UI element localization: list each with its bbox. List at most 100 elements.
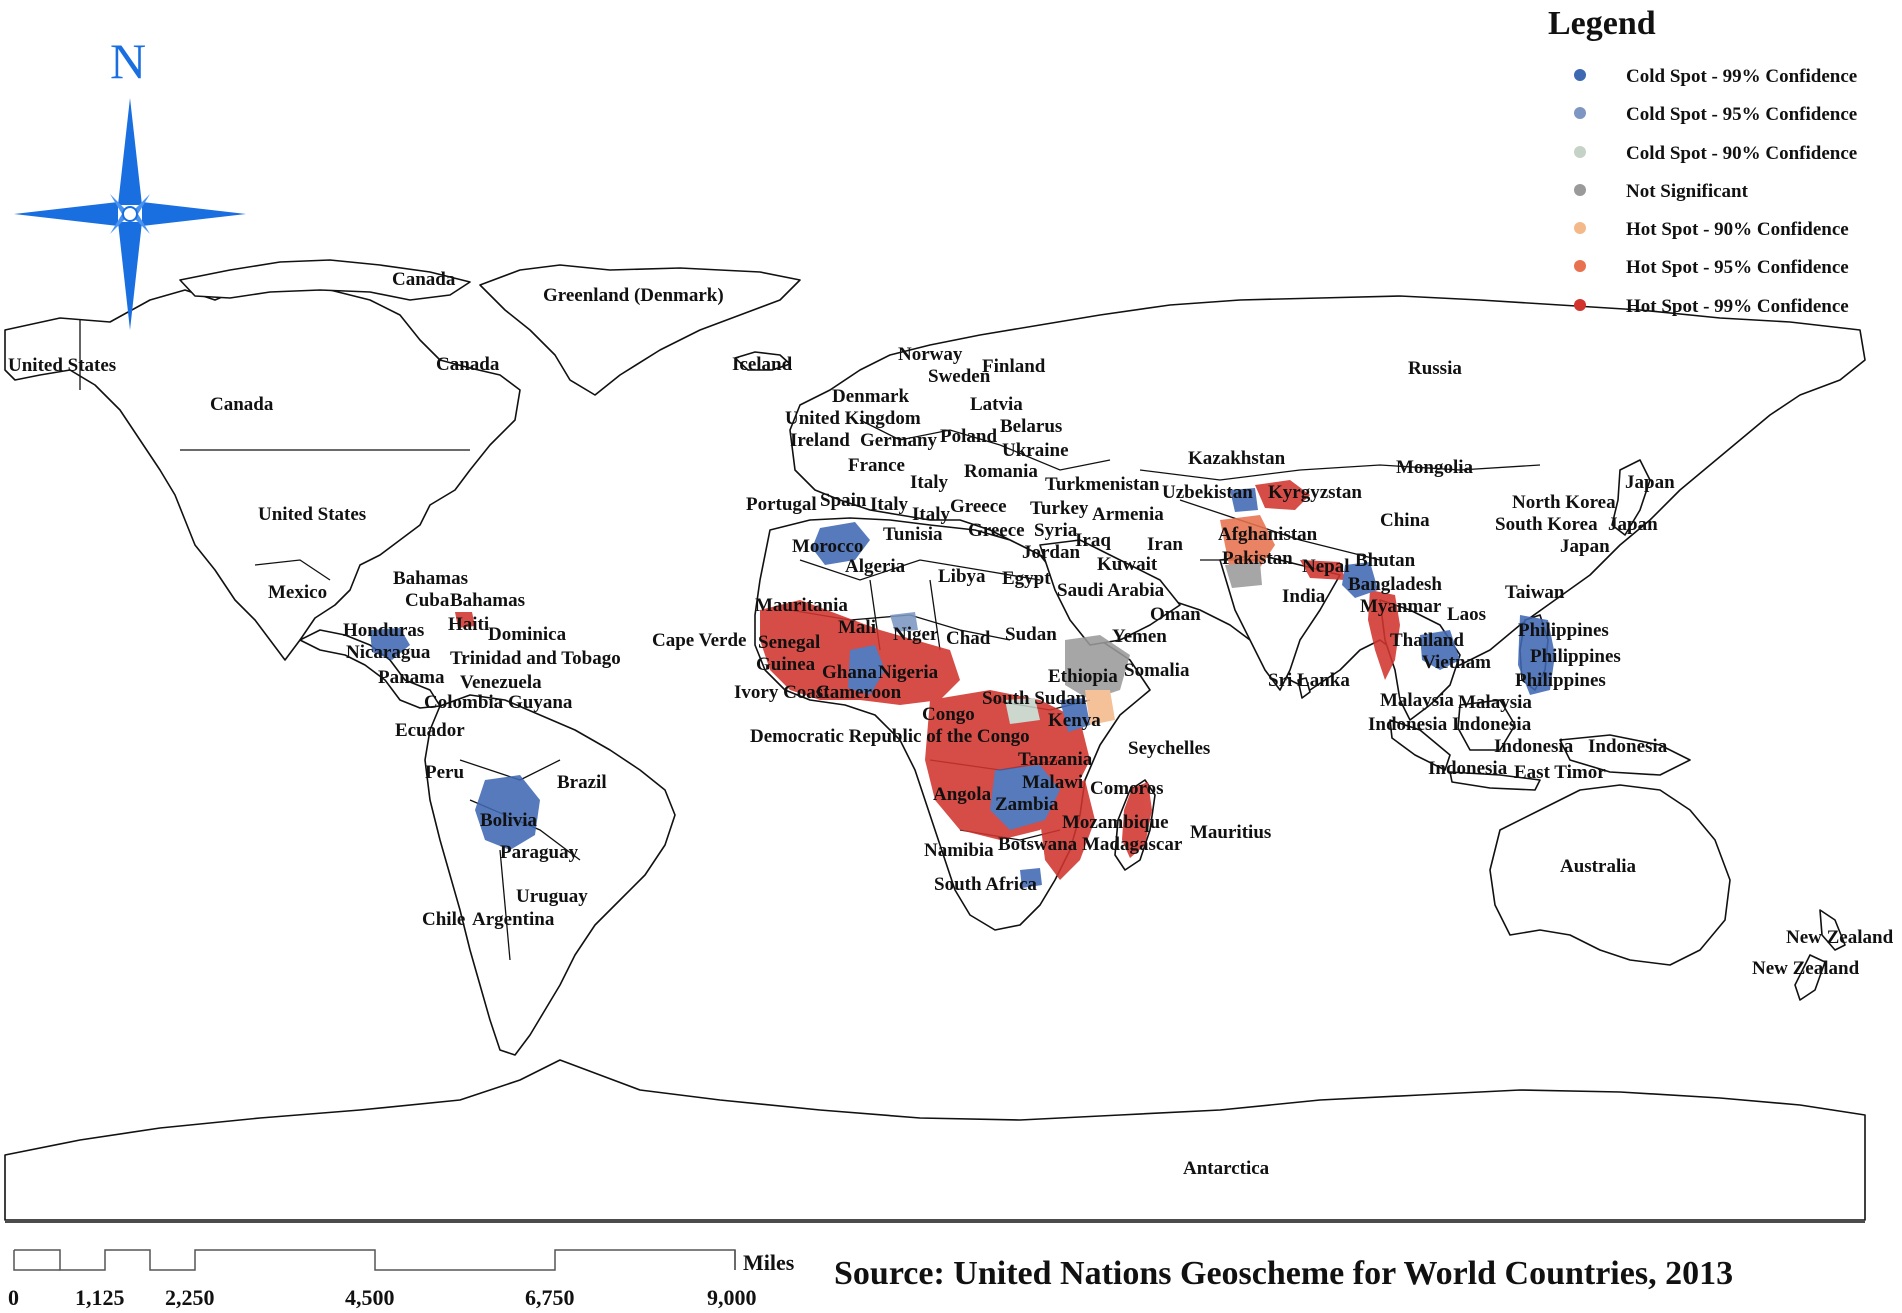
country-label: Bahamas [450,590,525,611]
country-label: United States [258,504,366,525]
country-label: Senegal [758,632,820,653]
country-label: Somalia [1124,660,1190,681]
country-labels: Canada Greenland (Denmark) United States… [8,269,1894,1179]
country-label: Brazil [557,772,607,793]
country-label: Italy [912,504,951,525]
country-label: Yemen [1112,626,1167,647]
legend-label: Hot Spot - 99% Confidence [1626,296,1849,317]
scale-tick-label: 9,000 [707,1285,757,1310]
country-label: Malaysia [1380,690,1454,711]
country-label: Argentina [472,909,555,930]
country-label: Japan [1625,472,1675,493]
country-label: Canada [392,269,456,290]
country-label: Denmark [832,386,909,407]
country-label: India [1282,586,1326,607]
country-label: Thailand [1390,630,1464,651]
country-label: Iran [1147,534,1183,555]
country-label: Russia [1408,358,1462,379]
legend: Legend Cold Spot - 99% Confidence Cold S… [1548,5,1857,317]
country-label: Italy [910,472,949,493]
scale-unit: Miles [743,1250,795,1275]
country-label: Chad [946,628,991,649]
country-label: United States [8,355,116,376]
hotspot-kyrgyzstan [1255,480,1310,510]
country-label: Colombia [424,692,504,713]
landmass-south-america [424,694,676,1056]
legend-swatch [1574,184,1586,196]
country-label: Ivory Coast [734,682,830,703]
hotspot-mozambique [1040,780,1095,880]
country-label: Haiti [448,614,489,635]
country-label: Bhutan [1355,550,1416,571]
country-label: Laos [1447,604,1486,625]
coldspot-bolivia [475,775,540,850]
coldspot-honduras [370,628,410,660]
country-label: Cameroon [816,682,902,703]
country-label: Syria [1034,520,1078,541]
compass-north-point-icon [118,98,142,205]
country-label: Iceland [732,354,793,375]
scale-tick-label: 0 [8,1285,19,1310]
legend-item: Cold Spot - 99% Confidence [1574,66,1857,87]
country-label: Paraguay [500,842,579,863]
country-label: Turkmenistan [1045,474,1160,495]
country-label: Greece [968,520,1025,541]
country-label: Norway [898,344,963,365]
coldspot95-west-africa [890,612,918,632]
country-label: Bahamas [393,568,468,589]
legend-label: Hot Spot - 90% Confidence [1626,219,1849,240]
landmass-new-zealand [1819,909,1846,951]
legend-swatch [1574,299,1586,311]
hotspot-pakistan [1220,515,1275,575]
legend-label: Cold Spot - 90% Confidence [1626,143,1857,164]
country-label: Indonesia [1452,714,1532,735]
coldspot90-east-africa [1005,698,1040,724]
country-label: Mongolia [1396,457,1474,478]
country-label: Poland [940,426,997,447]
landmass-java [1449,771,1541,791]
scale-bar-graphic [14,1249,736,1271]
coldspot-kenya [1060,698,1090,732]
legend-swatch [1574,222,1586,234]
country-label: Japan [1560,536,1610,557]
legend-item: Hot Spot - 99% Confidence [1574,296,1849,317]
country-label: Morocco [792,536,863,557]
country-label: Indonesia [1588,736,1668,757]
source-caption: Source: United Nations Geoscheme for Wor… [834,1255,1733,1292]
landmass-borneo [1457,699,1516,751]
country-label: Panama [378,667,445,688]
country-label: Belarus [1000,416,1062,437]
country-label: Botswana [998,834,1078,855]
country-label: Armenia [1092,504,1164,525]
country-label: Niger [893,624,939,645]
coldspot-zambia [990,765,1060,830]
country-label: Indonesia [1494,736,1574,757]
country-label: Guinea [756,654,816,675]
country-label: Uruguay [516,886,588,907]
legend-swatch [1574,260,1586,272]
legend-title: Legend [1548,5,1656,42]
hotspot-east-africa-light [1085,690,1115,725]
country-label: Algeria [845,556,906,577]
country-label: Ireland [790,430,850,451]
country-label: Tunisia [883,524,943,545]
country-label: Malawi [1022,772,1083,793]
country-label: Pakistan [1222,548,1293,569]
landmass-arctic-islands [179,259,471,301]
country-label: Saudi Arabia [1057,580,1165,601]
legend-label: Cold Spot - 99% Confidence [1626,66,1857,87]
country-label: Egypt [1002,568,1051,589]
country-label: Antarctica [1183,1158,1270,1179]
scale-tick-label: 4,500 [345,1285,395,1310]
country-label: Philippines [1530,646,1621,667]
country-label: Nigeria [878,662,939,683]
country-label: Indonesia [1368,714,1448,735]
country-label: Germany [860,430,938,451]
scale-bar-ticks [13,1250,736,1271]
country-label: Zambia [995,794,1059,815]
hotspot-myanmar [1368,590,1400,680]
country-label: Namibia [924,840,994,861]
country-label: Dominica [488,624,567,645]
